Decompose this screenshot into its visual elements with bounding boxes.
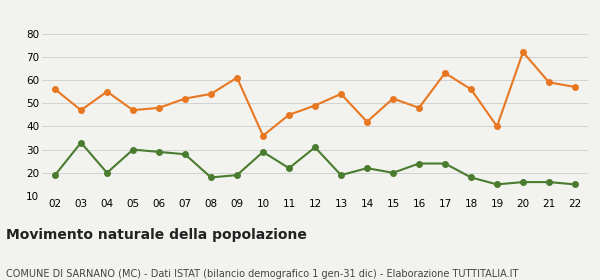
Text: Movimento naturale della popolazione: Movimento naturale della popolazione [6,228,307,242]
Text: COMUNE DI SARNANO (MC) - Dati ISTAT (bilancio demografico 1 gen-31 dic) - Elabor: COMUNE DI SARNANO (MC) - Dati ISTAT (bil… [6,269,518,279]
